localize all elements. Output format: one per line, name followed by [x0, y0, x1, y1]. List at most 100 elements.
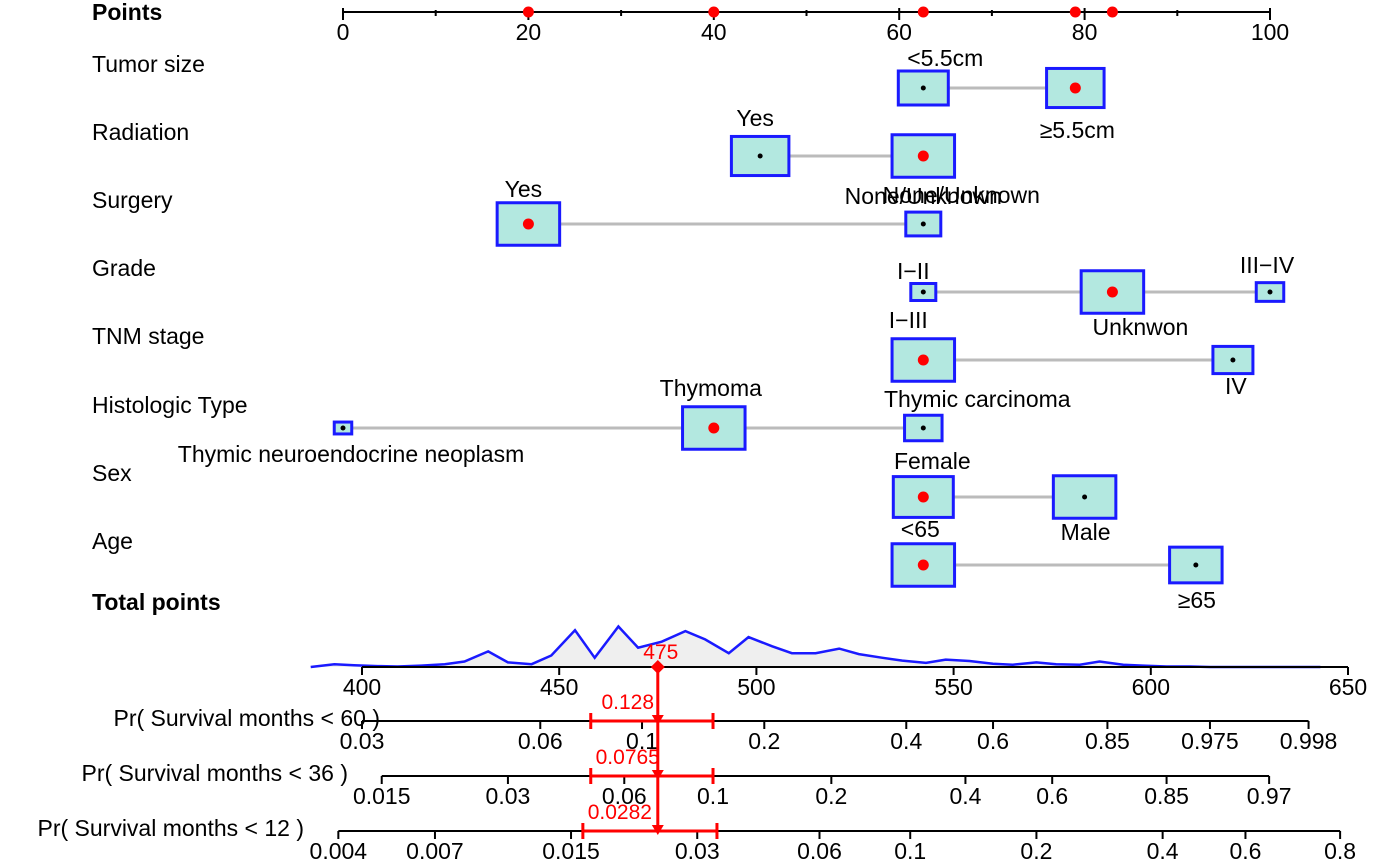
level-label: ≥5.5cm: [1040, 117, 1115, 143]
variable-label-2: Surgery: [92, 187, 173, 213]
total-points-title: Total points: [92, 589, 221, 615]
probability-estimate-label: 0.128: [601, 691, 654, 714]
variable-label-7: Age: [92, 528, 133, 554]
level-label: Thymoma: [660, 375, 762, 401]
level-selected-dot: [1069, 82, 1081, 94]
level-center-dot: [920, 289, 926, 295]
level-selected-dot: [708, 422, 720, 434]
level-box: [891, 475, 955, 519]
total-points-tick-label: 600: [1132, 674, 1170, 700]
points-axis-tick-label: 100: [1251, 19, 1289, 45]
total-points-tick-label: 500: [737, 674, 775, 700]
points-axis-tick-label: 60: [886, 19, 912, 45]
level-selected-dot: [522, 218, 534, 230]
probability-axis-tick-label: 0.8: [1324, 838, 1356, 860]
level-selected-dot: [917, 491, 929, 503]
probability-axis-tick-label: 0.85: [1085, 728, 1130, 754]
probability-axis-tick-label: 0.4: [890, 728, 922, 754]
total-points-tick-label: 450: [540, 674, 578, 700]
level-label: <65: [901, 516, 940, 542]
level-center-dot: [920, 221, 926, 227]
probability-axis-tick-label: 0.1: [626, 728, 658, 754]
level-center-dot: [1082, 494, 1088, 500]
probability-axis-tick-label: 0.004: [310, 838, 368, 860]
selected-total-label: 475: [643, 641, 678, 664]
level-selected-dot: [917, 354, 929, 366]
variable-label-5: Histologic Type: [92, 392, 248, 418]
probability-axis-tick-label: 0.2: [1020, 838, 1052, 860]
points-axis-tick-label: 40: [701, 19, 727, 45]
level-label: Female: [894, 448, 971, 474]
probability-axis-tick-label: 0.97: [1247, 783, 1292, 809]
level-selected-dot: [917, 559, 929, 571]
total-points-tick-label: 550: [934, 674, 972, 700]
points-axis-selected-dot: [1106, 6, 1118, 18]
probability-estimate-arrow: [651, 715, 664, 725]
total-points-tick-label: 650: [1329, 674, 1367, 700]
variable-label-6: Sex: [92, 460, 132, 486]
probability-axis-tick-label: 0.975: [1181, 728, 1239, 754]
probability-axis-tick-label: 0.6: [1229, 838, 1261, 860]
probability-axis-tick-label: 0.85: [1144, 783, 1189, 809]
probability-estimate-arrow: [651, 770, 664, 780]
probability-axis-tick-label: 0.1: [894, 838, 926, 860]
level-label: I−III: [889, 307, 928, 333]
level-center-dot: [920, 85, 926, 91]
level-center-dot: [1230, 357, 1236, 363]
probability-axis-tick-label: 0.03: [486, 783, 531, 809]
level-center-dot: [1267, 289, 1273, 295]
level-selected-dot: [917, 150, 929, 162]
level-label: None/Unknown: [845, 183, 1002, 209]
level-label: I−II: [897, 258, 930, 284]
variable-label-0: Tumor size: [92, 51, 205, 77]
level-label: Yes: [505, 176, 543, 202]
points-axis-selected-dot: [708, 6, 720, 18]
points-axis-selected-dot: [917, 6, 929, 18]
probability-axis-tick-label: 0.6: [977, 728, 1009, 754]
density-line: [310, 624, 1321, 669]
probability-axis-label-2: Pr( Survival months < 12 ): [37, 815, 304, 841]
points-axis-tick-label: 80: [1072, 19, 1098, 45]
selected-total-marker: [650, 660, 665, 674]
probability-axis-tick-label: 0.015: [542, 838, 600, 860]
points-axis-selected-dot: [1069, 6, 1081, 18]
probability-axis-tick-label: 0.4: [1147, 838, 1179, 860]
probability-axis-tick-label: 0.4: [949, 783, 981, 809]
level-label: <5.5cm: [907, 45, 983, 71]
level-label: None/Unknown: [883, 182, 1040, 208]
level-selected-dot: [1106, 286, 1118, 298]
probability-axis-tick-label: 0.998: [1280, 728, 1338, 754]
variable-label-1: Radiation: [92, 119, 189, 145]
probability-axis-tick-label: 0.03: [675, 838, 720, 860]
level-label: IV: [1225, 373, 1247, 399]
probability-axis-tick-label: 0.015: [353, 783, 411, 809]
variable-label-3: Grade: [92, 255, 156, 281]
level-label: Unknwon: [1092, 314, 1188, 340]
level-center-dot: [340, 425, 346, 431]
probability-axis-tick-label: 0.06: [518, 728, 563, 754]
probability-estimate-label: 0.0765: [596, 746, 660, 769]
level-label: ≥65: [1178, 587, 1216, 613]
points-axis-tick-label: 0: [337, 19, 350, 45]
probability-axis-tick-label: 0.2: [748, 728, 780, 754]
level-center-dot: [757, 153, 763, 159]
probability-estimate-arrow: [651, 825, 664, 835]
level-label: III−IV: [1240, 252, 1295, 278]
probability-estimate-label: 0.0282: [588, 801, 652, 824]
probability-axis-tick-label: 0.06: [797, 838, 842, 860]
points-axis-title: Points: [92, 0, 162, 25]
total-points-tick-label: 400: [343, 674, 381, 700]
level-center-dot: [920, 425, 926, 431]
probability-axis-tick-label: 0.007: [406, 838, 464, 860]
level-label: Male: [1061, 519, 1111, 545]
probability-axis-tick-label: 0.03: [340, 728, 385, 754]
probability-axis-tick-label: 0.1: [697, 783, 729, 809]
probability-axis-label-1: Pr( Survival months < 36 ): [81, 760, 348, 786]
density-area: [310, 626, 1321, 667]
level-center-dot: [1193, 562, 1199, 568]
level-label: Thymic neuroendocrine neoplasm: [178, 441, 524, 467]
points-axis-tick-label: 20: [516, 19, 542, 45]
level-label: Thymic carcinoma: [884, 386, 1071, 412]
probability-axis-tick-label: 0.06: [602, 783, 647, 809]
